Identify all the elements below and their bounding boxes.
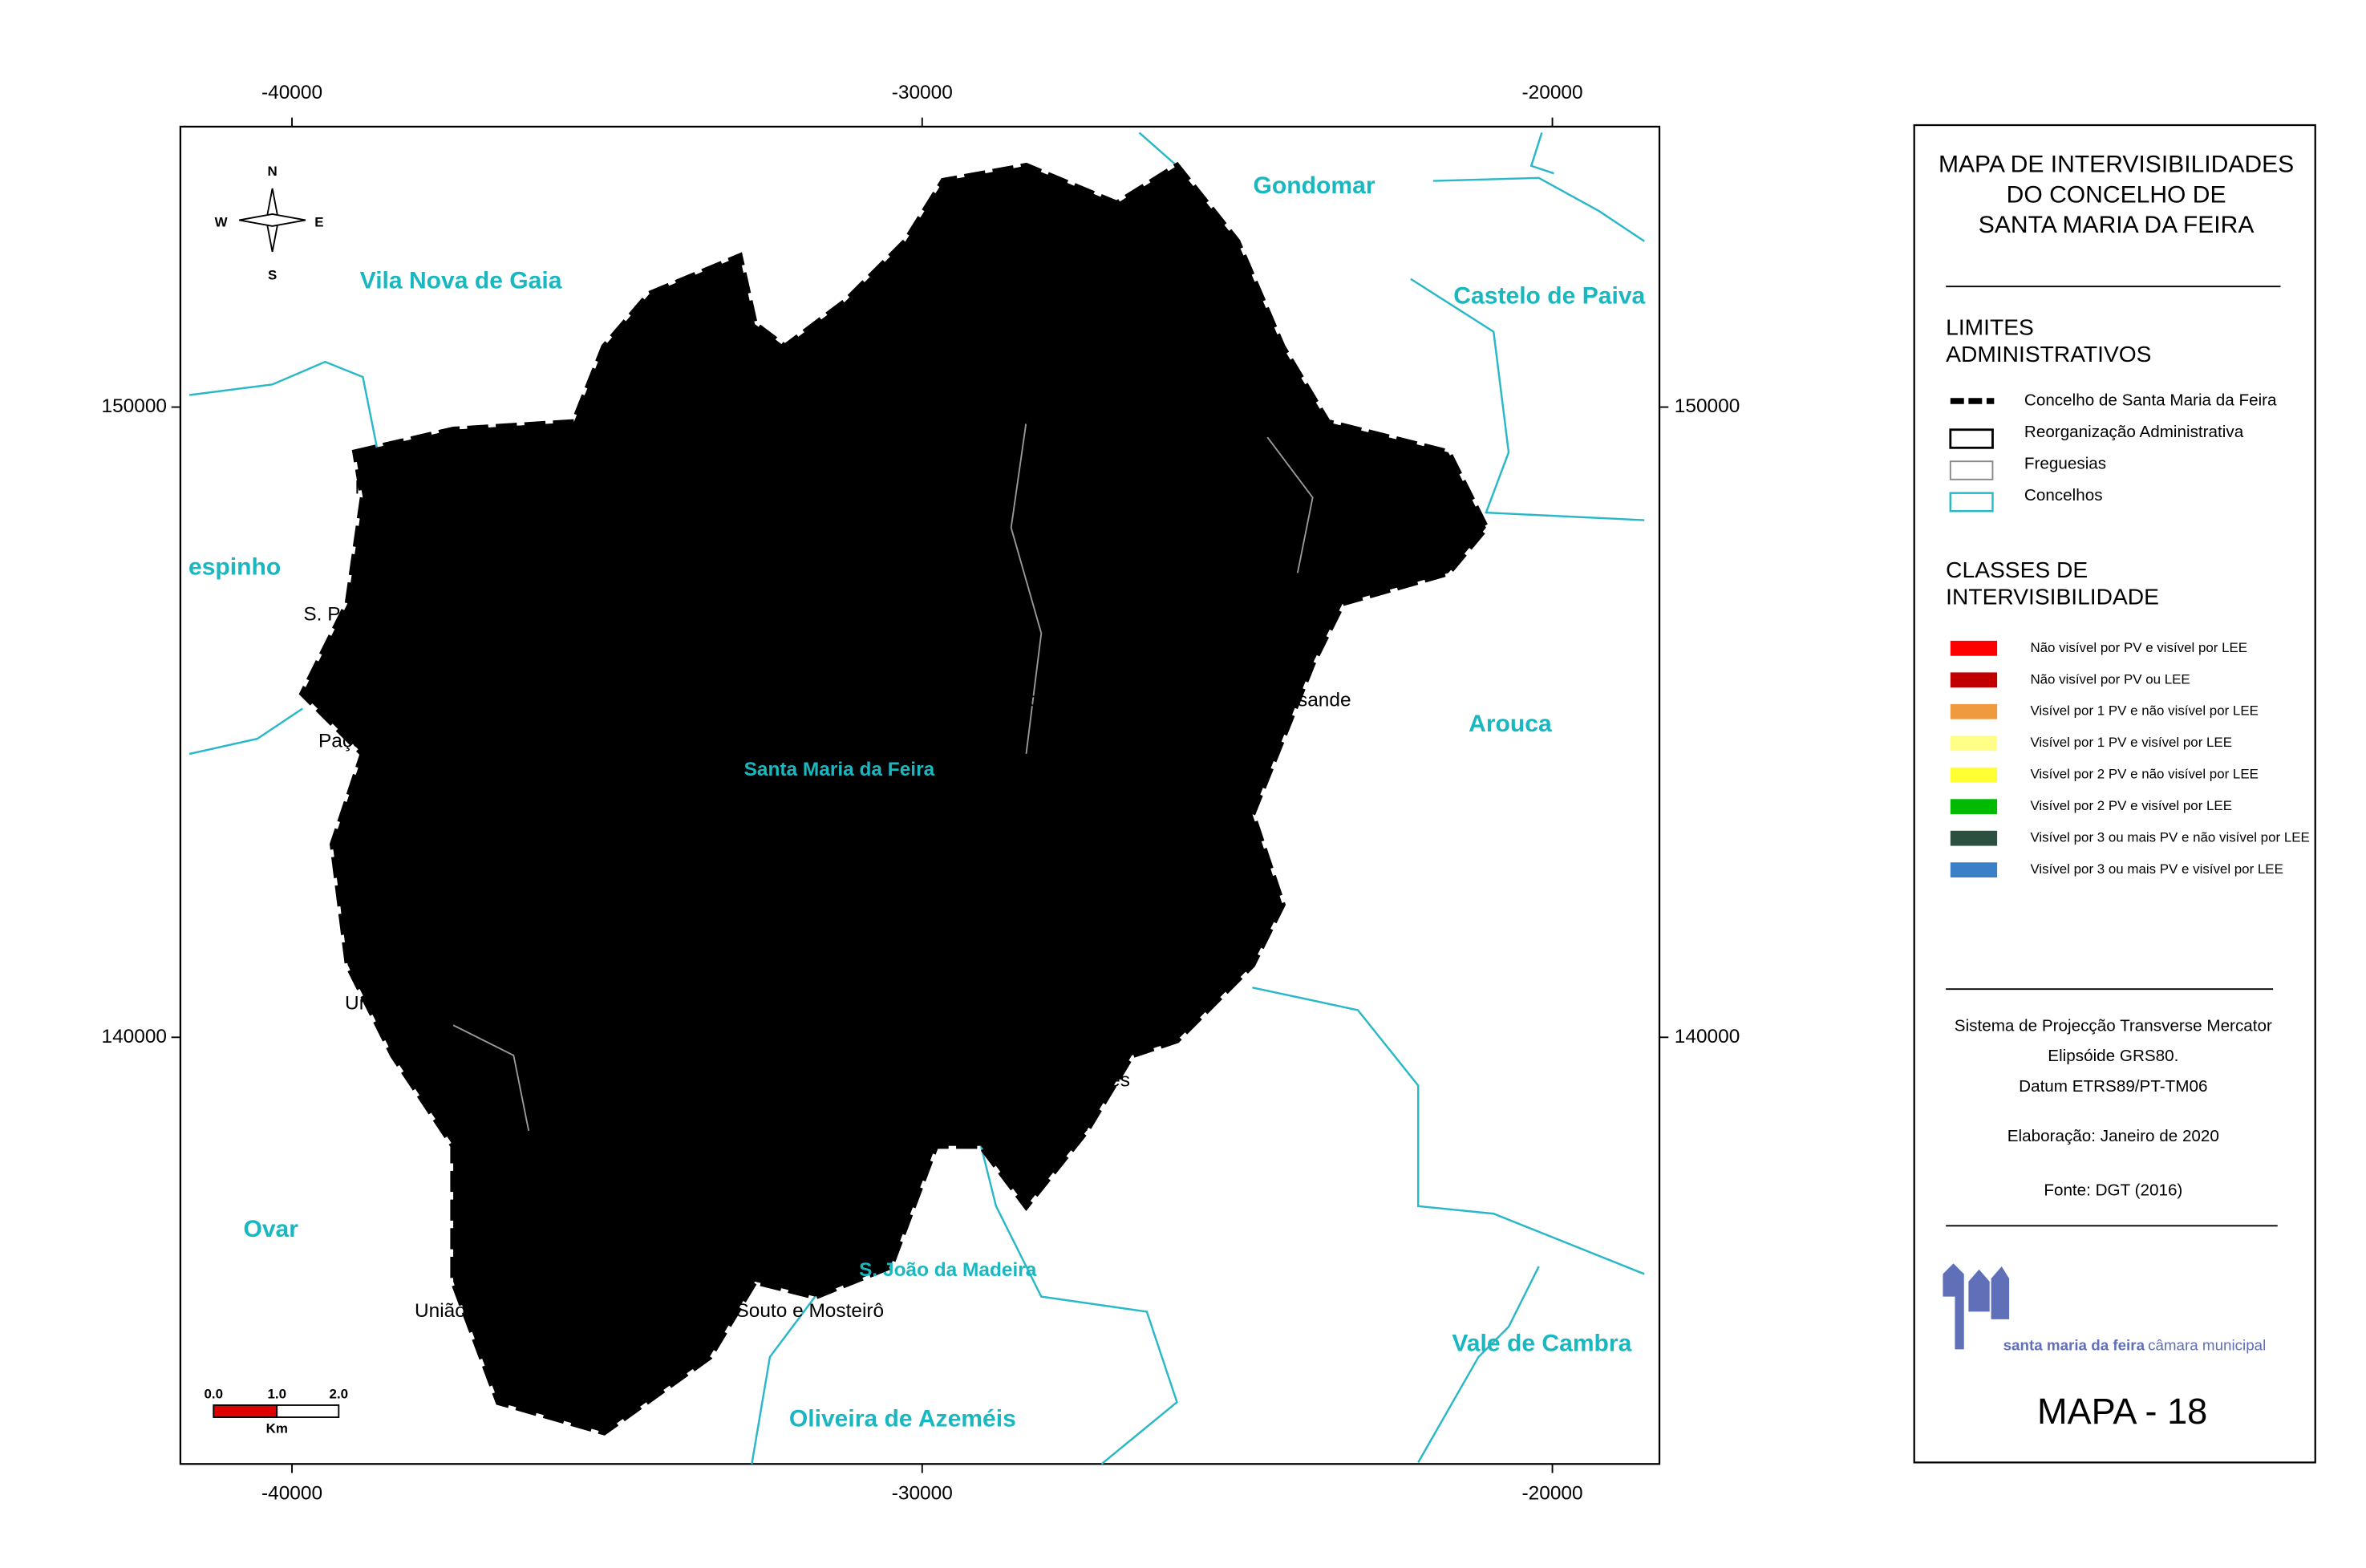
x-tick-label: -20000	[1522, 1482, 1583, 1504]
scale-label: 2.0	[330, 1386, 349, 1401]
legend-swatch	[1950, 640, 1998, 656]
freguesia-label: Sanguedo	[743, 466, 833, 488]
legend-class: Não visível por PV e visível por LEE	[2030, 640, 2247, 655]
concelho-label: Gondomar	[1254, 172, 1375, 199]
freguesia-label: Rio Meão	[379, 817, 464, 839]
parish-boundaries	[347, 421, 1343, 1208]
legend-limit: Concelhos	[2024, 486, 2103, 504]
y-tick-label: 140000	[1675, 1026, 1740, 1047]
scale-bar	[213, 1404, 278, 1418]
compass-n: N	[267, 164, 277, 179]
legend-class: Visível por 1 PV e visível por LEE	[2030, 735, 2232, 750]
legend-note: Sistema de Projecção Transverse Mercator	[1955, 1017, 2272, 1035]
compass-s: S	[268, 267, 277, 282]
legend-note: Datum ETRS89/PT-TM06	[2019, 1077, 2207, 1096]
concelho-label: Castelo de Paiva	[1453, 282, 1645, 309]
freguesia-label: Argoncilhe	[645, 355, 737, 376]
y-tick-label: 150000	[1675, 395, 1740, 417]
legend-title: DO CONCELHO DE	[2007, 181, 2226, 208]
x-tick-label: -20000	[1522, 82, 1583, 103]
freguesia-label: Lourosa	[623, 582, 695, 604]
scale-label: 1.0	[267, 1386, 286, 1401]
legend-limit: Freguesias	[2024, 454, 2106, 472]
logo-sub: câmara municipal	[2148, 1337, 2266, 1354]
concelho-boundaries	[188, 132, 1645, 1465]
legend-swatch	[1950, 830, 1998, 846]
freguesia-label: Fiães	[755, 611, 803, 633]
concelho-label: Ovar	[243, 1216, 298, 1242]
legend-title: MAPA DE INTERVISIBILIDADES	[1939, 152, 2294, 178]
freguesia-lines	[452, 422, 1314, 1132]
freguesia-label: Arrifana	[814, 1178, 883, 1200]
legend-class: Não visível por PV ou LEE	[2030, 671, 2190, 687]
y-tick-label: 150000	[102, 395, 168, 417]
freguesia-label: União das freguesias de Caldas de S. Jor…	[669, 851, 1172, 873]
legend-limit: Concelho de Santa Maria da Feira	[2024, 391, 2277, 409]
scale-bar	[276, 1404, 340, 1418]
freguesia-label: Mozelos	[508, 543, 581, 565]
concelho-label: Vale de Cambra	[1452, 1331, 1631, 1357]
concelho-label: espinho	[188, 554, 281, 581]
legend-title: SANTA MARIA DA FEIRA	[1979, 212, 2255, 238]
legend-limit-swatches	[1949, 398, 1995, 513]
freguesia-label: Milheirós de Poiares	[953, 1069, 1130, 1091]
scale-unit: Km	[266, 1421, 288, 1436]
freguesia-label: S. Paio de Oleiros	[303, 603, 461, 625]
legend-class: Visível por 2 PV e não visível por LEE	[2030, 767, 2258, 782]
legend-class: Visível por 3 ou mais PV e não visível p…	[2030, 830, 2309, 845]
freguesia-label: Stª Maria de Lamas	[425, 653, 597, 675]
legend-swatch	[1950, 735, 1998, 752]
x-tick-label: -40000	[261, 82, 322, 103]
legend-swatch	[1950, 672, 1998, 688]
legend-heading: CLASSES DE	[1946, 557, 2088, 582]
legend-heading: ADMINISTRATIVOS	[1946, 341, 2151, 367]
legend-note: Elaboração: Janeiro de 2020	[2007, 1127, 2219, 1145]
scale-label: 0.0	[205, 1386, 224, 1401]
compass	[239, 213, 306, 227]
concelho-label: S. João da Madeira	[859, 1259, 1037, 1281]
freguesia-label: Romariz	[1110, 913, 1183, 934]
compass-e: E	[314, 215, 323, 230]
freguesia-label: Fornos	[702, 1145, 763, 1166]
legend-class: Visível por 1 PV e não visível por LEE	[2030, 703, 2258, 719]
legend-swatch	[1950, 799, 1998, 815]
freguesia-label: Paços de Brandão	[318, 730, 480, 752]
freguesia-label: União de freguesias de Sta. Maria da Fei…	[345, 992, 981, 1014]
legend-heading: LIMITES	[1946, 314, 2034, 339]
freguesia-label: União de freguesias de Lobão, Gião, Lour…	[849, 690, 1351, 711]
freguesia-label: Nogueira da Regedoura	[354, 477, 564, 499]
legend-heading: INTERVISIBILIDADE	[1946, 584, 2159, 610]
logo-mark	[1943, 1263, 2010, 1350]
legend-frame	[1913, 124, 2316, 1464]
freguesia-label: S. João de Ver	[577, 792, 706, 813]
municipality-boundary	[298, 161, 1490, 1436]
legend-limit: Reorganização Administrativa	[2024, 423, 2244, 441]
legend-swatch	[1950, 862, 1998, 878]
legend-swatch	[1950, 703, 1998, 719]
concelho-label: Vila Nova de Gaia	[360, 267, 562, 294]
logo-name: santa maria da feira	[2003, 1337, 2145, 1354]
compass-w: W	[215, 215, 228, 230]
x-tick-label: -30000	[892, 1482, 953, 1504]
legend-note: Elipsóide GRS80.	[2048, 1047, 2178, 1065]
x-tick-label: -40000	[261, 1482, 322, 1504]
legend-class: Visível por 2 PV e visível por LEE	[2030, 798, 2232, 813]
concelho-label: Oliveira de Azeméis	[789, 1406, 1016, 1432]
legend-note: Fonte: DGT (2016)	[2044, 1181, 2182, 1200]
freguesia-label: União de freguesias de Canedo, Vale e Vi…	[870, 407, 1303, 429]
map-number: MAPA - 18	[2037, 1391, 2207, 1432]
concelho-label: Arouca	[1469, 711, 1552, 737]
y-tick-label: 140000	[102, 1026, 168, 1047]
legend-swatch	[1950, 767, 1998, 783]
freguesia-label: Escapães	[852, 959, 938, 981]
concelho-label: Santa Maria da Feira	[744, 759, 935, 780]
legend-class: Visível por 3 ou mais PV e visível por L…	[2030, 861, 2283, 877]
x-tick-label: -30000	[892, 82, 953, 103]
freguesia-label: União de freguesias de S. Miguel de Sout…	[415, 1300, 884, 1322]
